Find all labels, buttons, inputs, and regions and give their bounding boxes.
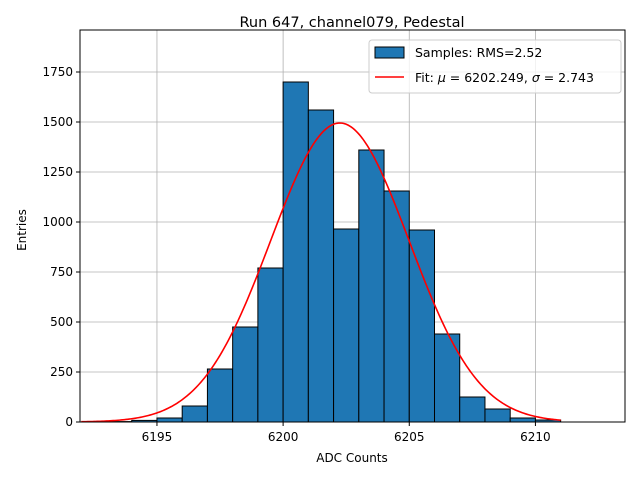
legend-box bbox=[368, 39, 622, 94]
histogram-bars bbox=[105, 81, 562, 423]
histogram-bar bbox=[232, 326, 259, 423]
y-tick-label: 1750 bbox=[42, 65, 73, 79]
y-tick-label: 1250 bbox=[42, 165, 73, 179]
x-tick-label: 6195 bbox=[142, 430, 173, 444]
legend[interactable]: Samples: RMS=2.52 Fit: μ = 6202.249, σ =… bbox=[368, 39, 622, 94]
fit-curve bbox=[81, 122, 561, 423]
y-tick-label: 1500 bbox=[42, 115, 73, 129]
histogram-bar bbox=[206, 368, 234, 423]
x-axis-label: ADC Counts bbox=[316, 451, 388, 465]
histogram-bar bbox=[358, 149, 385, 423]
histogram-bar bbox=[307, 109, 335, 423]
histogram-bar bbox=[383, 190, 410, 423]
gaussian-fit bbox=[81, 122, 561, 423]
plot-frame bbox=[79, 29, 626, 423]
histogram-bar bbox=[459, 396, 486, 423]
y-tick-label: 750 bbox=[50, 265, 73, 279]
y-tick-label: 250 bbox=[50, 365, 73, 379]
histogram-bar bbox=[484, 408, 511, 423]
axis-ticks: 6195 6200 6205 6210 0 250 500 750 1000 1250 1500 17… bbox=[42, 65, 550, 444]
y-axis-label: Entries bbox=[15, 209, 29, 251]
chart-title: Run 647, channel079, Pedestal bbox=[239, 15, 464, 31]
y-tick-label: 500 bbox=[50, 315, 73, 329]
histogram-bar bbox=[408, 229, 436, 423]
legend-fit-label: Fit: μ = 6202.249, σ = 2.743 bbox=[415, 70, 594, 85]
histogram-bar bbox=[257, 267, 284, 423]
x-tick-label: 6210 bbox=[520, 430, 551, 444]
y-tick-label: 1000 bbox=[42, 215, 73, 229]
x-tick-label: 6200 bbox=[268, 430, 299, 444]
y-tick-label: 0 bbox=[65, 415, 73, 429]
histogram-bar bbox=[282, 81, 309, 423]
histogram-bar bbox=[181, 405, 208, 423]
histogram-bar bbox=[333, 228, 360, 423]
legend-samples-swatch bbox=[374, 46, 405, 59]
legend-samples-label: Samples: RMS=2.52 bbox=[415, 45, 542, 60]
histogram-bar bbox=[509, 417, 536, 423]
histogram-bar bbox=[156, 417, 183, 423]
x-tick-label: 6205 bbox=[394, 430, 425, 444]
